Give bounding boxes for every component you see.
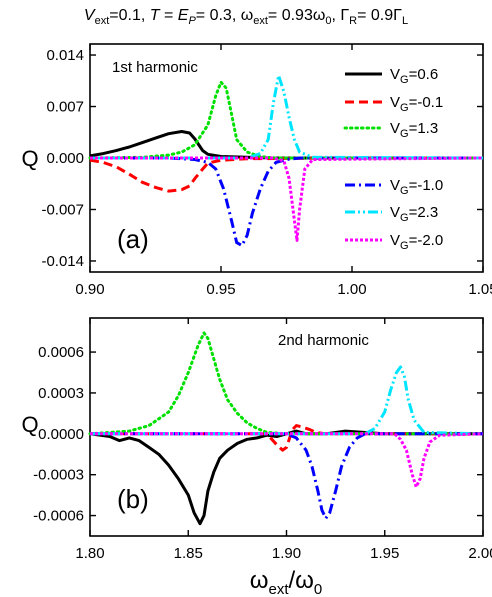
figure-title: Vext=0.1, T = EP= 0.3, ωext= 0.93ω0, ΓR=…: [84, 7, 408, 27]
panel-a-ytick-label: 0.000: [46, 150, 84, 167]
panel-b-series-line: [90, 432, 484, 489]
legend-label: VG=-1.0: [390, 177, 443, 197]
panel-a-series-line: [90, 156, 484, 242]
panel-a-ytick-label: 0.007: [46, 99, 84, 116]
legend-label: VG=0.6: [390, 66, 438, 86]
panel-b-series-line: [90, 365, 484, 436]
panel-a-series-line: [88, 80, 485, 160]
panel-b-xtick-label: 1.80: [75, 545, 104, 562]
panel-a-ytick-label: -0.014: [41, 253, 84, 270]
panel-b-ylabel: Q: [21, 412, 38, 437]
x-axis-label: ωext/ω0: [250, 567, 323, 597]
panel-b-ytick-label: -0.0006: [33, 508, 84, 525]
panel-a-label: (a): [117, 224, 149, 254]
legend-label: VG=-0.1: [390, 94, 443, 114]
panel-b-ytick-label: 0.0003: [38, 385, 84, 402]
panel-a-series-line: [90, 74, 484, 160]
panel-b-xtick-label: 1.90: [272, 545, 301, 562]
legend-label: VG=2.3: [390, 204, 438, 224]
panel-b-label: (b): [117, 484, 149, 514]
panel-b-series-line: [89, 429, 483, 526]
legend: VG=0.6 VG=-0.1 VG=1.3 VG=-1.0 VG=2.3 VG=-2.0: [343, 66, 443, 252]
panel-b-xtick-label: 1.95: [370, 545, 399, 562]
panel-a-ylabel: Q: [21, 146, 38, 171]
panel-a-series-line: [90, 156, 483, 247]
panel-b-ytick-label: -0.0003: [33, 467, 84, 484]
panel-a-xtick-label: 1.00: [337, 281, 366, 298]
panel-b-series-line: [88, 331, 485, 436]
panel-a-series: [88, 74, 485, 247]
panel-a-axes: 0.90 0.95 1.00 1.05 0.014 0.007 0.000 -0.007 -0.…: [41, 44, 492, 298]
panel-a-xtick-label: 1.05: [468, 281, 492, 298]
panel-b-xtick-label: 2.00: [468, 545, 492, 562]
panel-b-series: [88, 331, 485, 526]
legend-label: VG=-2.0: [390, 232, 443, 252]
panel-b-axes: 1.80 1.85 1.90 1.95 2.00 0.0006 0.0003 0.0000 -0…: [33, 318, 492, 562]
panel-a-chart: 0.90 0.95 1.00 1.05 0.014 0.007 0.000 -0.007 -0.…: [21, 43, 492, 298]
panel-b-ytick-label: 0.0000: [38, 426, 84, 443]
panel-a-ytick-label: 0.014: [46, 47, 84, 64]
panel-b-chart: 1.80 1.85 1.90 1.95 2.00 0.0006 0.0003 0.0000 -0…: [21, 317, 492, 562]
panel-b-annotation: 2nd harmonic: [278, 332, 369, 349]
panel-a-xtick-label: 0.95: [206, 281, 235, 298]
legend-label: VG=1.3: [390, 120, 438, 140]
panel-a-annotation: 1st harmonic: [112, 59, 198, 76]
panel-a-ytick-label: -0.007: [41, 201, 84, 218]
panel-b-ytick-label: 0.0006: [38, 344, 84, 361]
panel-b-xtick-label: 1.85: [174, 545, 203, 562]
panel-b-frame: [89, 317, 484, 537]
panel-a-xtick-label: 0.90: [75, 281, 104, 298]
